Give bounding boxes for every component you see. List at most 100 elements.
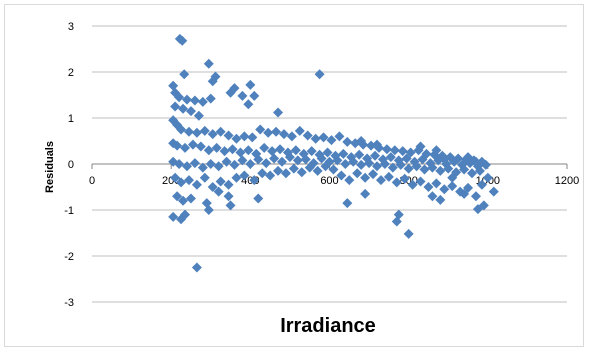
- data-point: [253, 154, 264, 165]
- data-point: [288, 163, 299, 174]
- data-point: [290, 145, 301, 156]
- x-tick-label: 600: [320, 175, 338, 187]
- data-point: [170, 101, 181, 112]
- data-point: [447, 181, 458, 192]
- data-point: [314, 69, 325, 80]
- data-point: [273, 165, 284, 176]
- data-point: [334, 131, 345, 142]
- data-point: [417, 154, 428, 165]
- data-point: [183, 175, 194, 186]
- data-point: [389, 145, 400, 156]
- data-point: [403, 163, 414, 174]
- data-point: [294, 125, 305, 136]
- data-point: [249, 175, 260, 186]
- data-point: [221, 156, 232, 167]
- x-tick-label: 1200: [555, 175, 579, 187]
- x-axis-label: Irradiance: [280, 315, 376, 337]
- data-point: [435, 194, 446, 205]
- data-point: [170, 172, 181, 183]
- data-point: [219, 146, 230, 157]
- data-point: [253, 193, 264, 204]
- data-point: [306, 146, 317, 157]
- data-point: [284, 152, 295, 163]
- data-point: [177, 35, 188, 46]
- data-point: [225, 200, 236, 211]
- data-point: [257, 168, 268, 179]
- data-point: [326, 135, 337, 146]
- data-point: [203, 205, 214, 215]
- data-point: [366, 140, 377, 151]
- data-point: [352, 168, 363, 179]
- data-point: [172, 191, 183, 202]
- data-point: [278, 129, 289, 140]
- data-point: [179, 69, 190, 80]
- data-point: [379, 159, 390, 169]
- data-point: [322, 147, 333, 158]
- data-point: [431, 178, 442, 189]
- data-point: [215, 126, 226, 137]
- data-point: [205, 93, 216, 104]
- data-point: [320, 161, 331, 172]
- data-point: [211, 142, 222, 153]
- data-point: [205, 159, 216, 169]
- data-point: [383, 171, 394, 182]
- data-point: [342, 198, 353, 209]
- data-point: [368, 169, 379, 180]
- data-point: [328, 164, 339, 175]
- data-point: [259, 142, 270, 153]
- data-point: [213, 186, 224, 197]
- y-tick-label: -1: [64, 205, 74, 217]
- data-point: [183, 126, 194, 137]
- data-point: [231, 172, 242, 183]
- data-point: [344, 175, 355, 186]
- data-point: [199, 125, 210, 136]
- data-point: [189, 158, 200, 169]
- data-point: [470, 191, 481, 202]
- data-point: [360, 172, 371, 183]
- data-point: [265, 170, 276, 181]
- data-point: [182, 161, 192, 172]
- data-point: [342, 136, 353, 147]
- data-point: [207, 182, 218, 192]
- data-point: [239, 170, 250, 181]
- data-point: [191, 127, 202, 138]
- data-point: [300, 154, 311, 165]
- data-point: [243, 145, 254, 156]
- data-point: [356, 159, 367, 170]
- data-point: [187, 139, 198, 150]
- data-point: [391, 216, 402, 227]
- data-point: [449, 156, 460, 167]
- data-point: [340, 159, 351, 169]
- data-point: [304, 162, 315, 173]
- y-tick-label: 2: [68, 67, 74, 79]
- data-point: [174, 92, 185, 103]
- data-point: [364, 158, 375, 169]
- data-point: [415, 176, 426, 187]
- y-tick-label: -3: [64, 297, 74, 309]
- data-point: [401, 153, 412, 164]
- data-point: [261, 158, 272, 169]
- data-point: [249, 90, 260, 101]
- data-point: [178, 103, 189, 114]
- data-point: [207, 129, 218, 140]
- data-point: [180, 142, 191, 153]
- data-point: [310, 133, 321, 144]
- data-point: [247, 132, 258, 143]
- data-point: [370, 150, 381, 161]
- data-point: [176, 177, 187, 188]
- data-point: [174, 159, 185, 169]
- data-point: [263, 127, 274, 138]
- data-point: [237, 155, 248, 166]
- data-point: [419, 164, 430, 175]
- data-point: [223, 191, 234, 202]
- data-point: [439, 184, 450, 195]
- data-point: [387, 162, 398, 173]
- data-point: [348, 156, 359, 167]
- data-point: [478, 200, 489, 211]
- data-point: [273, 107, 284, 118]
- data-point: [168, 211, 179, 222]
- data-point: [332, 155, 343, 166]
- data-point: [415, 141, 426, 152]
- data-point: [431, 145, 442, 156]
- data-point: [185, 193, 196, 204]
